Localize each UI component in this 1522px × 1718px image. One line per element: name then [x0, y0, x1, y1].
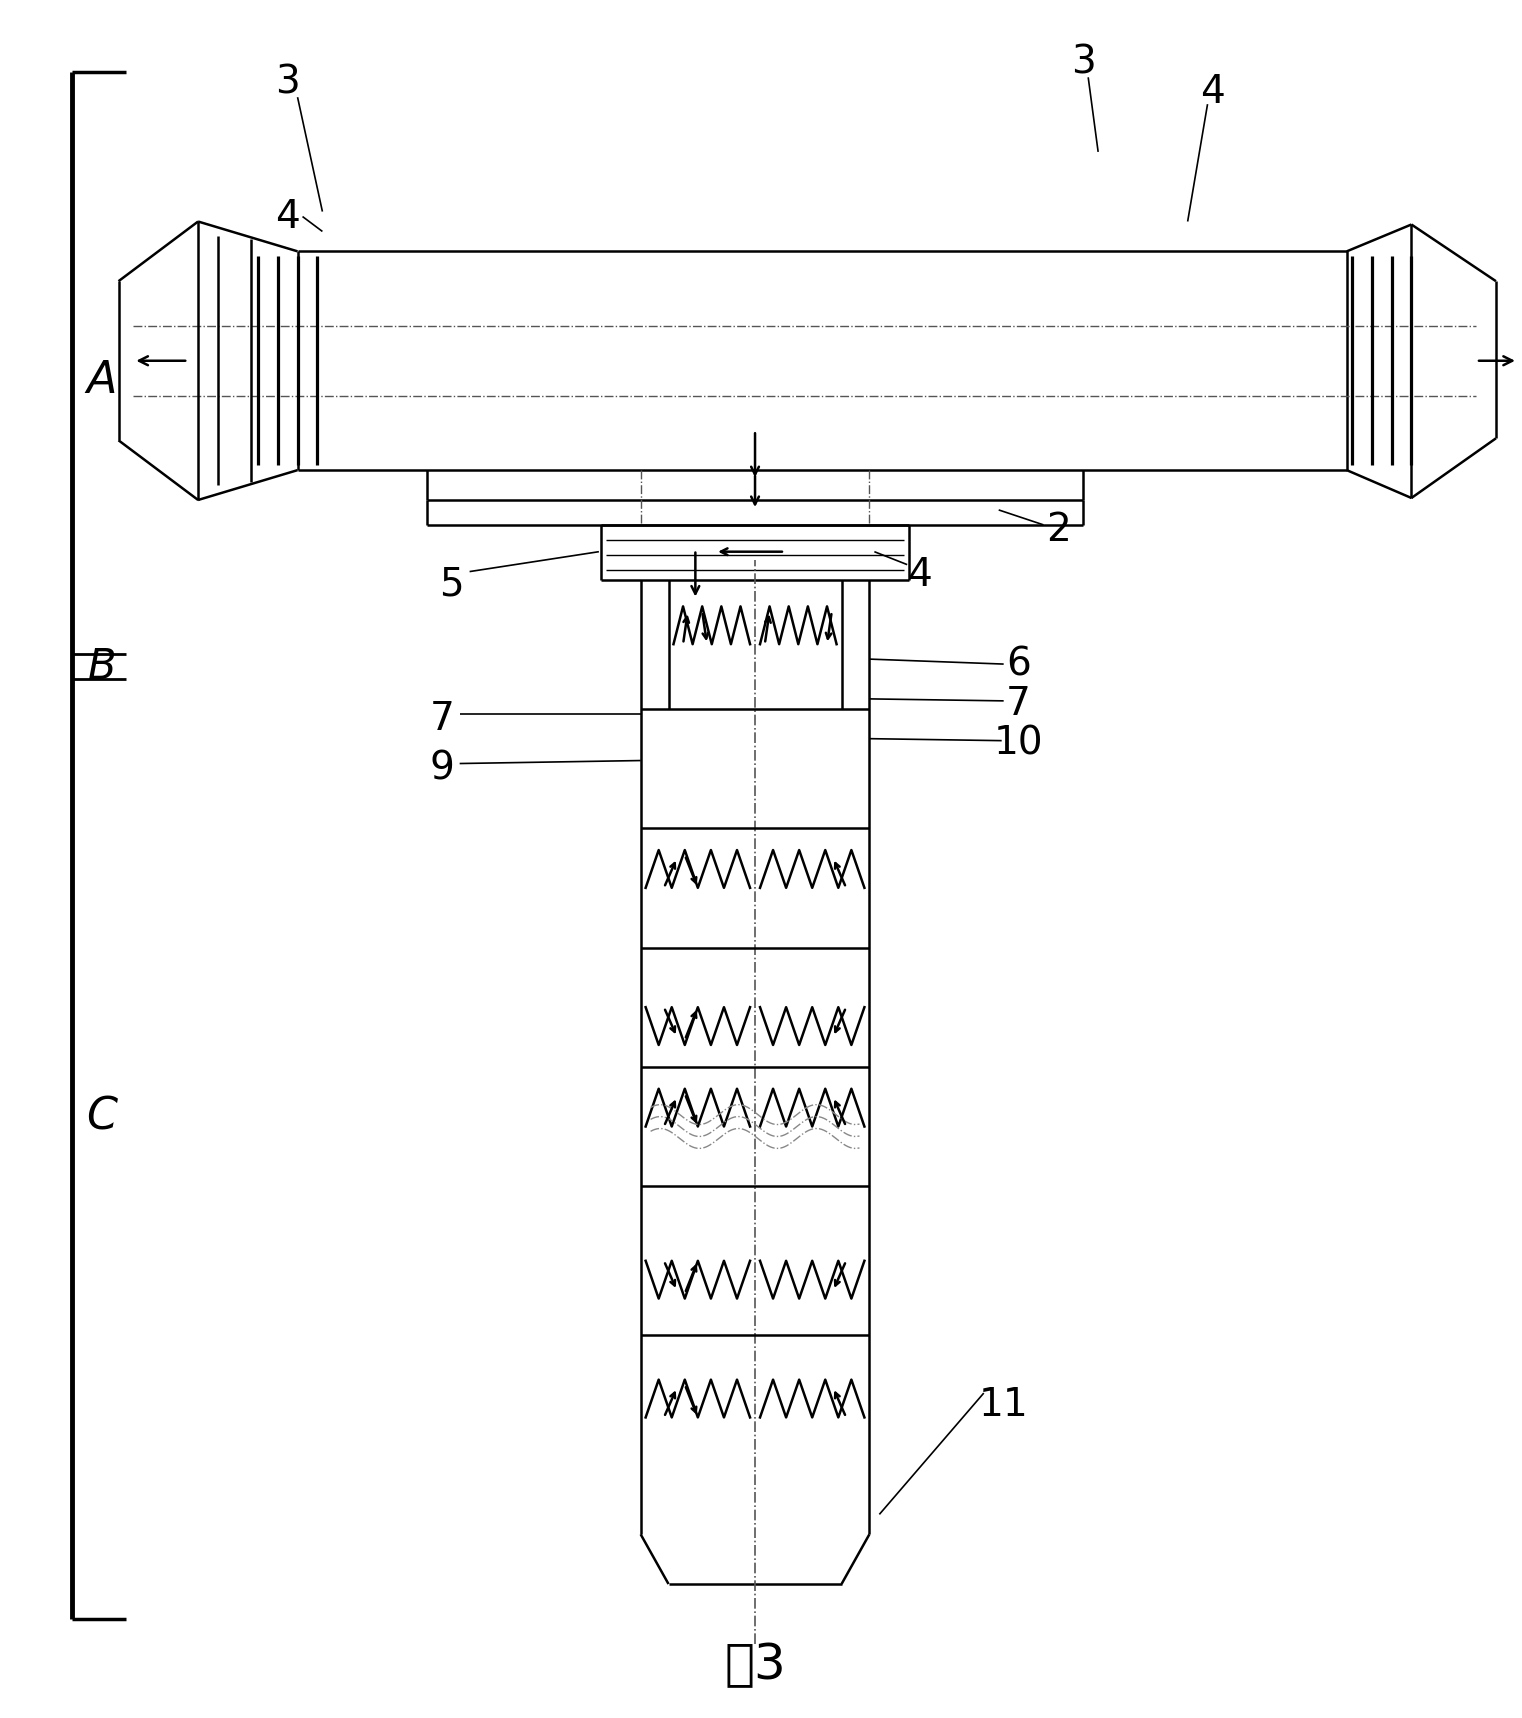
Text: 3: 3: [1071, 43, 1096, 81]
Text: C: C: [87, 1094, 117, 1137]
Text: 4: 4: [1201, 74, 1225, 112]
Text: 4: 4: [275, 198, 300, 235]
Text: 11: 11: [979, 1386, 1029, 1424]
Text: 图3: 图3: [724, 1642, 785, 1689]
Text: 10: 10: [994, 725, 1044, 763]
Text: 7: 7: [1006, 685, 1030, 723]
Text: 5: 5: [440, 565, 464, 603]
Text: A: A: [87, 359, 117, 402]
Text: 4: 4: [907, 555, 931, 593]
Text: 9: 9: [429, 749, 454, 787]
Text: 3: 3: [275, 64, 300, 101]
Text: 6: 6: [1006, 644, 1030, 684]
Text: 2: 2: [1046, 510, 1071, 548]
Text: B: B: [87, 646, 116, 687]
Text: 7: 7: [429, 699, 454, 737]
